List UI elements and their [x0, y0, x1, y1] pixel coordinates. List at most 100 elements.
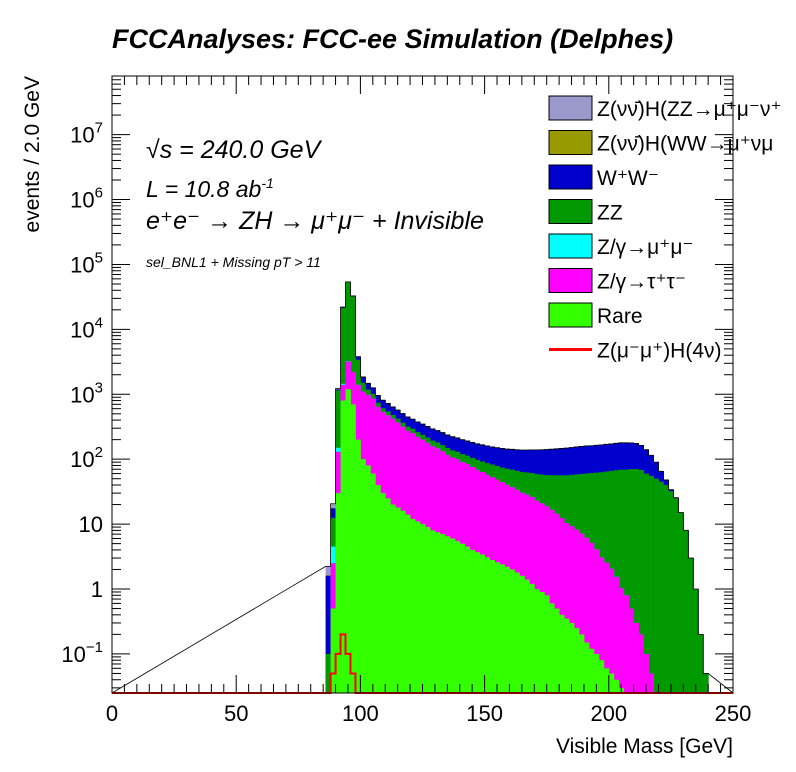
histogram-bar: [698, 634, 704, 693]
histogram-bar: [633, 469, 640, 693]
histogram-bar: [613, 576, 620, 693]
legend-swatch: [548, 95, 593, 121]
histogram-bar: [405, 514, 411, 693]
histogram-bar: [623, 469, 630, 693]
histogram-bar: [360, 459, 366, 693]
y-tick-label-exp: 6: [95, 185, 103, 202]
histogram-bar: [375, 485, 381, 693]
histogram-bar: [583, 642, 590, 693]
histogram-bar: [559, 518, 565, 693]
histogram-bar: [618, 469, 625, 693]
histogram-bar: [434, 532, 441, 693]
y-tick-label-exp: 7: [95, 120, 103, 137]
legend-label: Rare: [597, 305, 643, 328]
histogram-bar: [628, 469, 635, 693]
histogram-bar: [663, 485, 669, 693]
histogram-bar: [569, 526, 575, 693]
y-tick-label-base: 10: [70, 123, 94, 148]
histogram-bar: [588, 648, 595, 693]
y-tick-label: 107: [70, 120, 103, 148]
legend-label: Z/γ→τ⁺τ⁻: [597, 271, 686, 294]
histogram-bar: [653, 478, 659, 693]
histogram-bar: [469, 549, 476, 693]
y-tick-label: 106: [70, 185, 103, 213]
legend-label: ZZ: [597, 202, 623, 225]
histogram-bar: [593, 549, 600, 693]
histogram-bar: [534, 589, 540, 693]
histogram-bar: [415, 521, 421, 693]
histogram-bar: [608, 568, 615, 693]
histogram-bar: [593, 653, 600, 693]
legend-label: Z/γ→μ⁺μ⁻: [597, 236, 694, 259]
legend-label: Z(νν̄)H(WW→μ⁺νμ: [597, 133, 773, 156]
annotation-luminosity-exp: -1: [261, 175, 273, 191]
legend-swatch: [548, 130, 593, 155]
y-tick-label-exp: 4: [95, 314, 103, 331]
x-axis: 0 50 100 150 200 250: [106, 76, 751, 726]
histogram-bar: [673, 498, 679, 693]
x-tick-label: 50: [224, 701, 248, 726]
legend: Z(νν̄)H(ZZ→μ⁺μ⁻ν⁺ Z(νν̄)H(WW→μ⁺νμ W⁺W⁻ ZZ Z/…: [548, 95, 782, 363]
y-tick-label: 1: [91, 577, 103, 602]
legend-swatch: [548, 233, 593, 259]
histogram-bar: [325, 653, 331, 693]
legend-item: Z(μ⁻μ⁺)H(4ν): [549, 340, 722, 363]
histogram-bar: [395, 507, 401, 693]
histogram-bar: [489, 559, 495, 693]
histogram-bar: [544, 595, 550, 693]
histogram-bar: [424, 527, 431, 693]
histogram-bar: [420, 524, 426, 693]
histogram-bar: [524, 579, 530, 693]
histogram-bar: [429, 530, 436, 693]
y-tick-label-base: 10: [70, 382, 94, 407]
histogram-bar: [554, 513, 560, 693]
histogram-bar: [693, 589, 699, 693]
histogram-bar: [370, 473, 376, 693]
legend-item: Rare: [548, 302, 643, 328]
histogram-bar: [643, 473, 649, 693]
histogram-bar: [439, 534, 446, 693]
y-tick-label-exp: 3: [95, 379, 103, 396]
histogram-bar: [613, 679, 620, 693]
x-tick-label: 0: [106, 701, 118, 726]
histogram-bar: [608, 673, 615, 693]
histogram-bar: [365, 465, 371, 693]
histogram-bar: [688, 558, 694, 693]
histogram-bar: [569, 622, 575, 693]
legend-item: Z(νν̄)H(ZZ→μ⁺μ⁻ν⁺: [548, 95, 782, 121]
y-tick-label-base: 10: [79, 512, 103, 537]
x-tick-label: 200: [590, 701, 627, 726]
histogram-bar: [335, 493, 341, 693]
histogram-bar: [504, 566, 510, 693]
histogram-bar: [549, 509, 555, 693]
annotation-process: e⁺e⁻ → ZH → μ⁺μ⁻ + Invisible: [146, 207, 484, 235]
histogram-bar: [638, 469, 644, 693]
legend-item: Z/γ→μ⁺μ⁻: [548, 233, 694, 259]
histogram-bar: [444, 536, 451, 693]
x-tick-label: 100: [342, 701, 379, 726]
histogram-bar: [345, 389, 351, 693]
annotation-luminosity-main: L = 10.8 ab: [146, 176, 262, 202]
histogram-bar: [499, 564, 505, 693]
x-tick-label: 150: [466, 701, 503, 726]
legend-item: Z(νν̄)H(WW→μ⁺νμ: [548, 130, 773, 156]
y-tick-label-base: 10: [70, 317, 94, 342]
histogram-bar: [549, 603, 555, 693]
y-tick-label-base: 1: [91, 577, 103, 602]
annotation-sqrt-s: √s = 240.0 GeV: [146, 136, 323, 164]
histogram-bar: [583, 537, 590, 693]
histogram-bar: [355, 439, 361, 693]
legend-item: Z/γ→τ⁺τ⁻: [548, 268, 686, 294]
histogram-bar: [628, 608, 635, 693]
legend-label: W⁺W⁻: [597, 167, 659, 190]
histogram-bar: [668, 491, 674, 693]
y-tick-label: 103: [70, 379, 103, 407]
histogram-bar: [519, 575, 525, 693]
legend-swatch: [548, 199, 593, 224]
y-tick-label-base: 10: [61, 642, 85, 667]
histogram-layers: [111, 281, 734, 694]
legend-item: W⁺W⁻: [548, 164, 659, 190]
y-tick-label: 104: [70, 314, 103, 342]
